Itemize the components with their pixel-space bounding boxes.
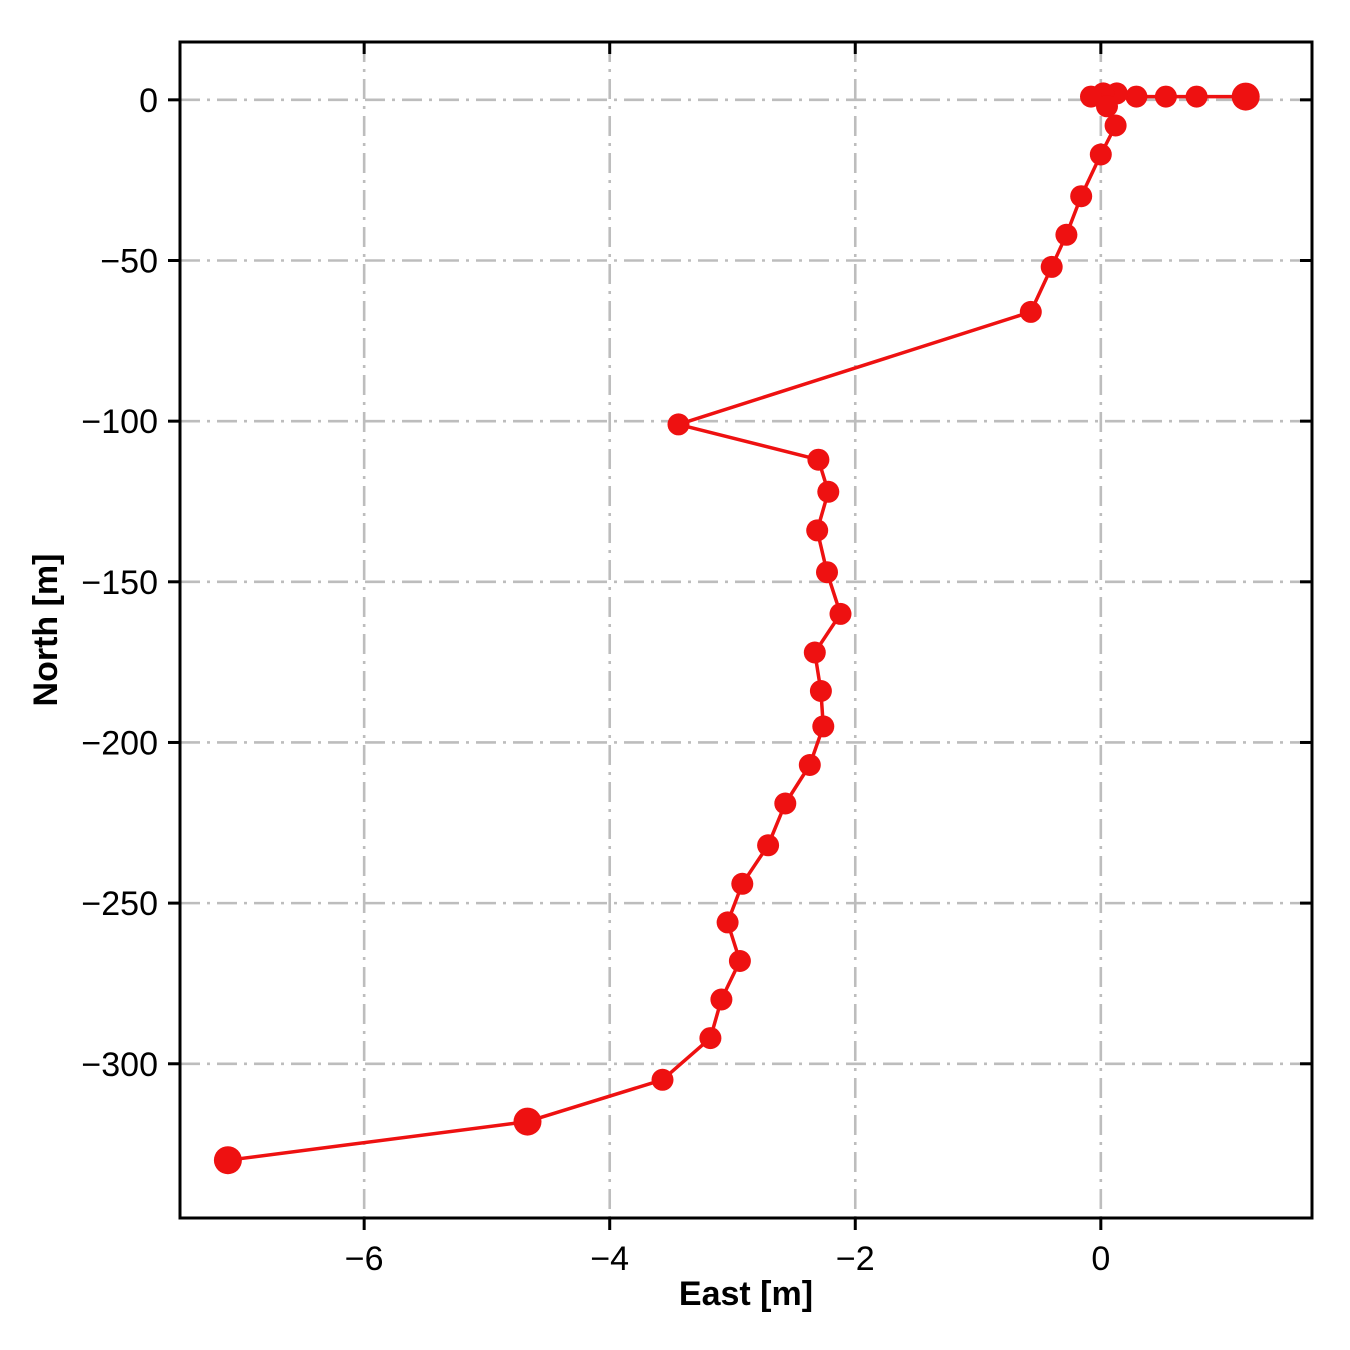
data-point-marker [1104, 114, 1127, 137]
x-tick-label: −2 [836, 1240, 875, 1278]
data-point-marker [651, 1068, 674, 1091]
data-point-marker [1019, 300, 1042, 323]
tick-layer: −6 −4 −2 00−50−100−150−200−250−300 [81, 42, 1312, 1278]
data-point-marker [1070, 185, 1093, 208]
grid-layer [180, 42, 1312, 1218]
y-tick-label: −150 [81, 564, 158, 602]
data-point-marker [829, 602, 852, 625]
data-point-marker [1231, 82, 1260, 111]
data-point-marker [1185, 85, 1208, 108]
data-point-marker [807, 448, 830, 471]
data-point-marker [806, 519, 829, 542]
data-point-marker [716, 911, 739, 934]
axes-frame [178, 40, 1314, 1220]
data-point-marker [1055, 223, 1078, 246]
data-point-marker [1154, 85, 1177, 108]
data-point-marker [1125, 85, 1148, 108]
y-tick-label: −250 [81, 885, 158, 923]
data-point-marker [774, 792, 797, 815]
data-point-marker [513, 1107, 542, 1136]
data-point-marker [213, 1146, 242, 1175]
data-point-marker [757, 834, 780, 857]
data-point-marker [817, 480, 840, 503]
data-point-marker [809, 680, 832, 702]
data-point-marker [1040, 255, 1063, 278]
data-point-marker [699, 1027, 722, 1050]
data-point-marker [710, 988, 733, 1011]
data-point-marker [1089, 143, 1112, 166]
data-layer [213, 82, 1260, 1175]
data-point-marker [731, 872, 754, 895]
y-tick-label: −100 [81, 403, 158, 441]
data-point-marker [667, 413, 690, 436]
x-tick-label: −6 [345, 1240, 384, 1278]
data-point-marker [1080, 85, 1102, 108]
data-point-marker [803, 641, 826, 664]
y-tick-label: −300 [81, 1046, 158, 1084]
data-point-marker [812, 715, 835, 738]
axes-border [178, 40, 1314, 1220]
y-tick-label: −200 [81, 724, 158, 762]
trajectory-line [226, 91, 1248, 1162]
y-tick-label: 0 [139, 82, 158, 120]
data-point-marker [816, 561, 838, 584]
y-axis-label: North [m] [27, 554, 65, 707]
x-tick-label: −4 [590, 1240, 629, 1278]
data-point-marker [798, 754, 821, 776]
x-tick-label: 0 [1091, 1240, 1110, 1278]
y-tick-label: −50 [100, 242, 158, 280]
data-point-marker [1096, 95, 1118, 118]
data-point-marker [728, 950, 751, 972]
x-axis-label: East [m] [679, 1275, 813, 1313]
